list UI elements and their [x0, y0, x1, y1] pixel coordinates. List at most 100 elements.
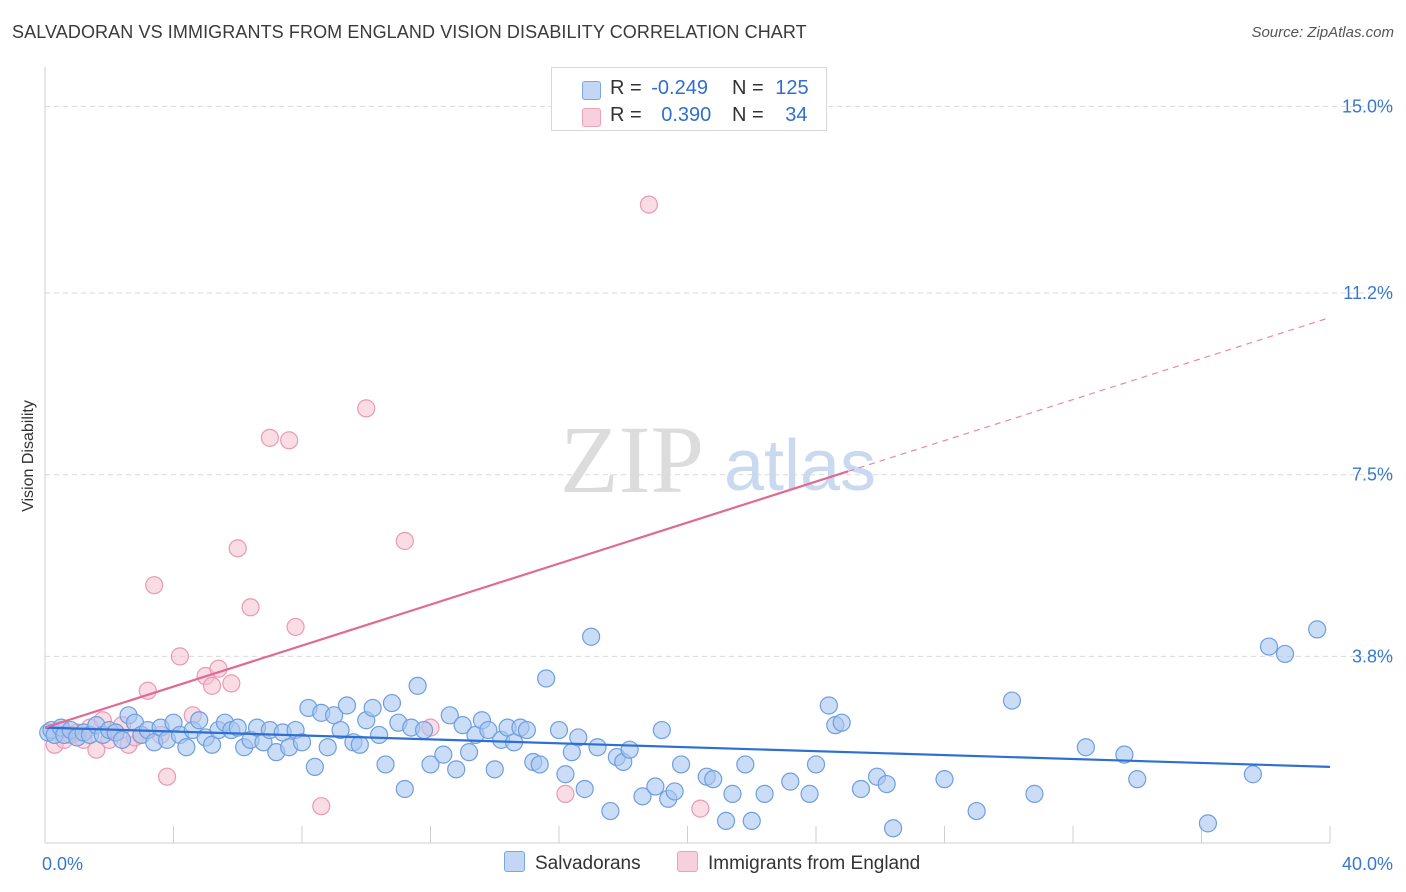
england-point-16 — [145, 576, 164, 595]
england-point-25 — [228, 539, 247, 558]
series-salvadorans-points — [39, 620, 1327, 838]
salvadoran-point-122 — [1259, 637, 1279, 656]
tick-labels: 3.8% 7.5% 11.2% 15.0% 0.0% 40.0% — [42, 96, 1393, 874]
salvadoran-point-77 — [530, 755, 549, 774]
england-point-34 — [556, 784, 575, 803]
salvadoran-point-98 — [716, 811, 736, 831]
salvadoran-point-62 — [434, 745, 453, 764]
england-point-22 — [202, 676, 222, 695]
england-point-31 — [357, 399, 376, 418]
source-label: Source: ZipAtlas.com — [1251, 24, 1394, 41]
salvadoran-point-108 — [832, 713, 851, 732]
salvadoran-point-83 — [575, 779, 594, 799]
salvadoran-point-90 — [633, 787, 652, 806]
salvadoran-point-113 — [935, 770, 954, 789]
salvadoran-point-54 — [376, 755, 395, 774]
salvadoran-point-47 — [331, 720, 350, 740]
trend-line-england — [44, 470, 849, 729]
england-point-32 — [395, 531, 414, 551]
gridlines — [45, 105, 1392, 657]
england-point-35 — [639, 195, 659, 214]
salvadoran-point-94 — [665, 782, 684, 801]
trend-lines — [44, 316, 1331, 768]
england-point-29 — [286, 617, 305, 637]
x-tick-label-1: 40.0% — [1342, 854, 1393, 874]
swatch-salvadorans — [582, 81, 601, 100]
england-point-30 — [312, 797, 331, 816]
r-value: 0.390 — [661, 104, 712, 126]
salvadoran-point-111 — [877, 774, 896, 794]
salvadoran-point-116 — [1025, 784, 1044, 803]
salvadoran-point-65 — [453, 716, 472, 735]
r-value: -0.249 — [651, 77, 708, 99]
salvadoran-point-114 — [967, 801, 986, 821]
y-tick-label-2: 11.2% — [1343, 283, 1393, 303]
salvadoran-point-109 — [851, 779, 871, 799]
legend-label-salvadorans: Salvadorans — [535, 853, 641, 874]
salvadoran-point-79 — [549, 720, 569, 740]
salvadoran-point-80 — [556, 765, 575, 784]
salvadoran-point-52 — [363, 698, 382, 718]
x-tick-label-0: 0.0% — [42, 854, 83, 874]
salvadoran-point-82 — [569, 728, 588, 747]
salvadoran-point-97 — [704, 770, 723, 789]
watermark: ZIP atlas — [560, 406, 876, 513]
salvadoran-point-63 — [440, 706, 459, 725]
salvadoran-point-85 — [588, 738, 607, 757]
salvadoran-point-123 — [1275, 644, 1295, 664]
england-point-28 — [280, 431, 299, 450]
england-point-18 — [157, 767, 177, 786]
salvadoran-point-13 — [112, 730, 132, 749]
salvadoran-point-48 — [337, 696, 357, 715]
salvadoran-point-70 — [485, 760, 504, 779]
watermark-zip: ZIP — [560, 406, 704, 513]
legend-label-england: Immigrants from England — [708, 853, 921, 874]
y-tick-label-3: 15.0% — [1342, 96, 1393, 116]
salvadoran-point-57 — [395, 779, 414, 799]
salvadoran-point-100 — [736, 755, 755, 774]
trend-line-england-extension — [847, 316, 1331, 472]
salvadoran-point-117 — [1076, 738, 1095, 757]
salvadoran-point-78 — [537, 669, 556, 688]
salvadoran-point-41 — [292, 733, 312, 752]
salvadoran-point-119 — [1128, 770, 1147, 789]
salvadoran-point-95 — [671, 755, 691, 774]
salvadoran-point-91 — [646, 777, 665, 796]
salvadoran-point-31 — [228, 718, 247, 737]
salvadoran-point-106 — [819, 696, 838, 715]
salvadoran-point-124 — [1308, 620, 1327, 639]
salvadoran-point-53 — [370, 725, 389, 745]
salvadoran-point-50 — [350, 735, 369, 754]
swatch-england — [582, 108, 601, 127]
salvadoran-point-69 — [479, 720, 498, 740]
salvadoran-point-75 — [517, 720, 536, 740]
salvadoran-point-66 — [459, 743, 479, 762]
n-value: 34 — [785, 104, 808, 126]
salvadoran-point-101 — [742, 811, 761, 831]
legend-item-england[interactable]: Immigrants from England — [677, 851, 920, 875]
salvadoran-point-59 — [408, 676, 427, 695]
salvadoran-point-118 — [1115, 745, 1134, 764]
england-point-36 — [691, 799, 710, 818]
n-value: 125 — [775, 77, 809, 99]
legend-swatch-salvadorans — [504, 851, 525, 872]
salvadoran-point-23 — [177, 738, 196, 757]
england-point-27 — [260, 428, 279, 447]
r-label: R = — [610, 77, 642, 99]
legend-swatch-england — [677, 851, 698, 872]
salvadoran-point-64 — [447, 760, 466, 779]
salvadoran-point-55 — [382, 693, 402, 713]
salvadoran-point-60 — [414, 720, 434, 740]
salvadoran-point-86 — [601, 801, 620, 821]
r-label: R = — [610, 104, 642, 126]
salvadoran-point-25 — [190, 711, 209, 730]
legend-item-salvadorans[interactable]: Salvadorans — [504, 851, 641, 875]
salvadoran-point-92 — [652, 720, 671, 740]
trend-line-salvadorans — [44, 726, 1331, 768]
axes — [44, 67, 1331, 844]
n-label: N = — [732, 77, 764, 99]
england-point-24 — [222, 674, 241, 693]
salvadoran-point-121 — [1243, 765, 1263, 784]
salvadoran-point-89 — [620, 740, 639, 759]
